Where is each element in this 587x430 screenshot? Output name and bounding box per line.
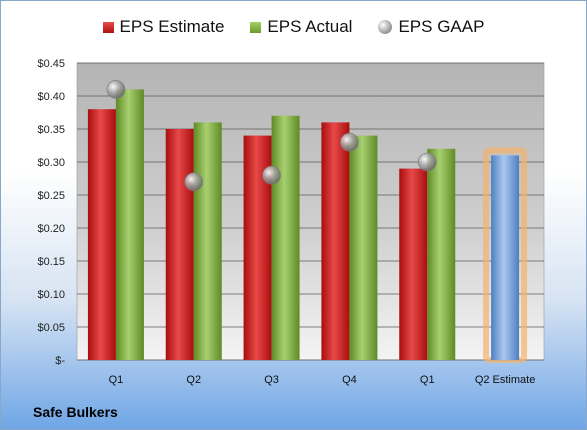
y-axis-tick-labels: $- $0.05 $0.10 $0.15 $0.20 $0.25 $0.30 $0.35 $0.…	[37, 58, 65, 367]
legend-label-eps-estimate: EPS Estimate	[119, 17, 225, 36]
point-eps-gaap	[184, 172, 204, 192]
bar-eps-estimate	[399, 168, 428, 360]
bar-eps-actual	[271, 115, 300, 360]
legend-item-eps-gaap: EPS GAAP	[378, 17, 484, 37]
legend-item-eps-actual: EPS Actual	[250, 17, 352, 37]
gridlines	[77, 62, 544, 361]
point-eps-gaap	[417, 152, 437, 172]
x-axis-tick-labels: Q1 Q2 Q3 Q4 Q1 Q2 Estimate	[109, 374, 536, 386]
x-tick-label: Q1	[109, 374, 124, 386]
x-tick-label: Q1	[420, 374, 435, 386]
bar-eps-estimate	[165, 129, 194, 360]
bar-eps-actual	[115, 89, 144, 361]
y-tick-label: $0.20	[37, 223, 65, 235]
y-tick-label: $0.05	[37, 322, 65, 334]
x-tick-label: Q2 Estimate	[475, 374, 536, 386]
legend-label-eps-actual: EPS Actual	[267, 17, 353, 36]
eps-actual-swatch-icon	[250, 21, 262, 33]
x-tick-label: Q2	[186, 374, 201, 386]
legend-item-eps-estimate: EPS Estimate	[102, 17, 225, 37]
y-tick-label: $0.35	[37, 124, 65, 136]
y-tick-label: $0.30	[37, 157, 65, 169]
y-tick-label: $0.15	[37, 256, 65, 268]
point-eps-gaap	[340, 132, 359, 152]
bar-eps-estimate	[87, 109, 116, 360]
y-tick-label: $-	[55, 355, 65, 367]
x-tick-label: Q3	[264, 374, 279, 386]
bar-eps-actual	[193, 122, 222, 361]
bar-eps-estimate-forecast	[491, 155, 520, 360]
company-name: Safe Bulkers	[33, 404, 118, 420]
bar-eps-actual	[427, 148, 456, 360]
point-eps-gaap	[106, 80, 126, 99]
bar-eps-actual	[349, 135, 378, 360]
gaap-markers	[106, 80, 437, 192]
y-tick-label: $0.25	[37, 190, 65, 202]
point-eps-gaap	[262, 165, 281, 185]
x-tick-label: Q4	[342, 374, 357, 386]
y-tick-label: $0.10	[37, 289, 65, 301]
plot-area	[76, 62, 545, 361]
chart-legend: EPS Estimate EPS Actual EPS GAAP	[1, 17, 586, 37]
eps-estimate-swatch-icon	[102, 21, 114, 33]
bars	[87, 89, 528, 363]
y-tick-label: $0.40	[37, 91, 65, 103]
eps-gaap-marker-icon	[378, 20, 393, 34]
bar-eps-estimate	[321, 122, 350, 361]
legend-label-eps-gaap: EPS GAAP	[398, 17, 485, 36]
y-tick-label: $0.45	[37, 58, 65, 70]
